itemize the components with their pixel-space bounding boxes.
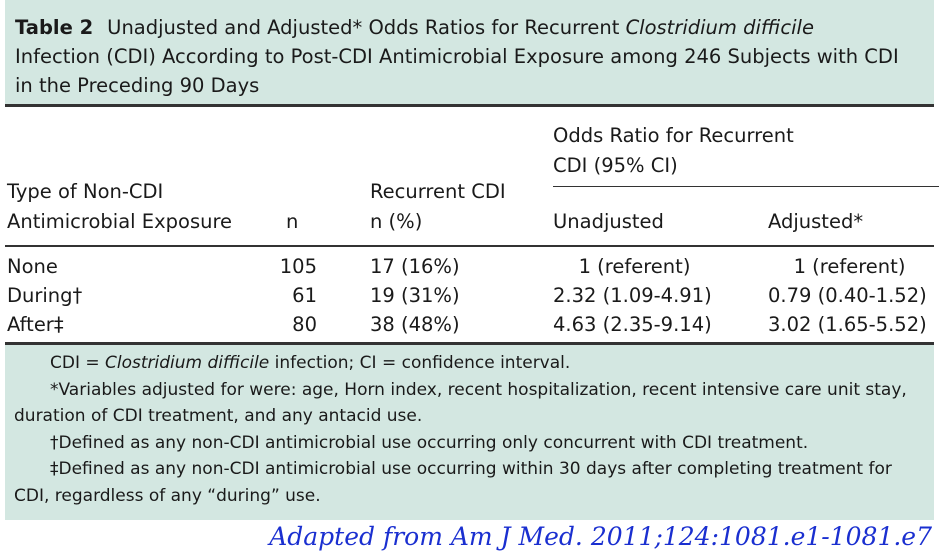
title-line-2: Infection (CDI) According to Post-CDI An…	[15, 45, 899, 68]
title-line-3: in the Preceding 90 Days	[15, 74, 260, 97]
col-group-odds-ratio-1: Odds Ratio for Recurrent	[553, 124, 794, 147]
row-recurrent: 17 (16%)	[370, 255, 460, 278]
col-header-type-2: Antimicrobial Exposure	[7, 210, 233, 233]
row-n: 105	[279, 255, 317, 278]
row-type: After‡	[7, 313, 64, 336]
col-group-odds-ratio-2: CDI (95% CI)	[553, 154, 678, 177]
footnote-abbreviations: CDI = Clostridium difficile infection; C…	[50, 353, 571, 373]
group-rule	[553, 186, 939, 187]
col-header-n: n	[286, 210, 299, 233]
col-header-adjusted: Adjusted*	[768, 210, 864, 233]
row-recurrent: 38 (48%)	[370, 313, 460, 336]
row-adjusted: 0.79 (0.40-1.52)	[768, 284, 927, 307]
title-text: Unadjusted and Adjusted* Odds Ratios for…	[107, 16, 626, 39]
table-title: Table 2 Unadjusted and Adjusted* Odds Rat…	[5, 0, 934, 107]
header-rule	[5, 245, 934, 247]
col-header-recurrent-2: n (%)	[370, 210, 423, 233]
footnote-adjusted-cont: duration of CDI treatment, and any antac…	[14, 406, 423, 426]
table-label: Table 2	[15, 16, 94, 39]
title-line-1: Table 2 Unadjusted and Adjusted* Odds Rat…	[15, 13, 934, 42]
table-footnotes: CDI = Clostridium difficile infection; C…	[5, 345, 934, 520]
table-bottom-rule	[5, 342, 934, 345]
row-recurrent: 19 (31%)	[370, 284, 460, 307]
row-unadjusted: 4.63 (2.35-9.14)	[553, 313, 712, 336]
footnote-adjusted: *Variables adjusted for were: age, Horn …	[50, 379, 907, 400]
row-adjusted: 1 (referent)	[793, 255, 906, 278]
footnote-after: ‡Defined as any non-CDI antimicrobial us…	[50, 459, 892, 479]
citation: Adapted from Am J Med. 2011;124:1081.e1-…	[269, 522, 932, 551]
row-n: 61	[292, 284, 317, 307]
col-header-unadjusted: Unadjusted	[553, 210, 664, 233]
row-type: During†	[7, 284, 83, 307]
row-unadjusted: 2.32 (1.09-4.91)	[553, 284, 712, 307]
title-organism: Clostridium difficile	[625, 16, 814, 39]
footnote-after-cont: CDI, regardless of any “during” use.	[14, 485, 321, 506]
row-n: 80	[292, 313, 317, 336]
data-table: Type of Non-CDI Antimicrobial Exposure n…	[5, 107, 939, 345]
col-header-recurrent-1: Recurrent CDI	[370, 180, 506, 203]
row-unadjusted: 1 (referent)	[578, 255, 691, 278]
col-header-type-1: Type of Non-CDI	[7, 180, 164, 203]
row-adjusted: 3.02 (1.65-5.52)	[768, 313, 927, 336]
footnote-during: †Defined as any non-CDI antimicrobial us…	[50, 432, 809, 453]
row-type: None	[7, 255, 58, 278]
